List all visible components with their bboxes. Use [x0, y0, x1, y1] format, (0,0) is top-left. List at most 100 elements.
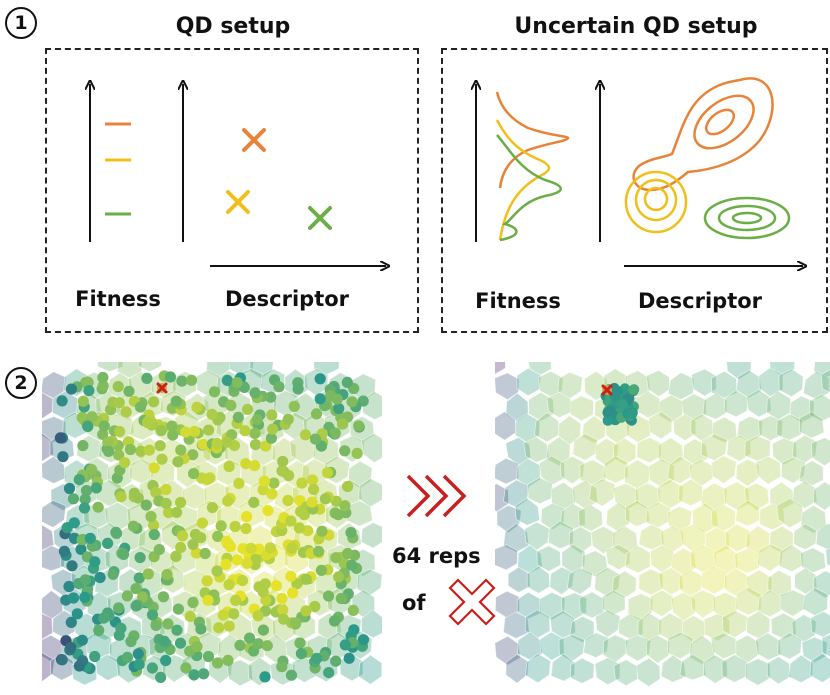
replicate-evaluation-dot: [609, 390, 621, 401]
archive-solution-dot: [249, 427, 261, 439]
archive-solution-dot: [121, 651, 133, 663]
uqd-fitness-label: Fitness: [475, 289, 561, 313]
archive-solution-dot: [145, 510, 157, 523]
archive-cell: [769, 481, 795, 511]
archive-solution-dot: [76, 634, 88, 646]
archive-solution-dot: [163, 507, 175, 519]
archive-solution-dot: [66, 560, 78, 572]
archive-cell: [721, 654, 748, 683]
archive-solution-dot: [203, 424, 215, 436]
archive-solution-dot: [94, 571, 106, 584]
archive-cell: [743, 482, 770, 511]
archive-cell: [569, 657, 595, 684]
archive-solution-dot: [300, 573, 312, 585]
archive-cell: [688, 634, 716, 665]
archive-cell: [723, 389, 749, 418]
archive-solution-dot: [113, 449, 125, 461]
archive-solution-dot: [71, 608, 83, 620]
archive-cell: [569, 395, 595, 422]
archive-solution-dot: [172, 456, 184, 468]
archive-solution-dot: [222, 495, 234, 507]
archive-solution-dot: [125, 635, 137, 648]
archive-solution-dot: [119, 457, 131, 469]
archive-solution-dot: [270, 580, 282, 592]
archive-solution-dot: [212, 530, 224, 542]
archive-solution-dot: [240, 458, 252, 470]
archive-solution-dot: [130, 600, 142, 612]
replicate-evaluation-dot: [602, 415, 613, 426]
archive-solution-dot: [306, 496, 318, 508]
archive-cell: [667, 506, 693, 532]
archive-solution-dot: [231, 377, 243, 389]
archive-cell: [679, 523, 706, 552]
uqd-descriptor-dist-green: [703, 196, 791, 240]
archive-cell: [793, 523, 818, 551]
archive-solution-dot: [98, 612, 110, 624]
archive-solution-dot: [223, 620, 235, 632]
archive-solution-dot: [357, 634, 370, 646]
archive-solution-dot: [146, 662, 158, 674]
replicated-solution-cross-icon: [601, 384, 613, 396]
archive-cell: [811, 437, 830, 467]
archive-cell: [648, 458, 675, 488]
archive-solution-dot: [245, 542, 257, 554]
archive-solution-dot: [98, 420, 110, 432]
archive-solution-dot: [286, 542, 298, 554]
archive-cell: [537, 370, 564, 398]
archive-solution-dot: [298, 509, 310, 521]
archive-cell: [800, 504, 827, 534]
archive-solution-dot: [97, 380, 109, 392]
archive-solution-dot: [187, 539, 199, 551]
archive-solution-dot: [196, 517, 208, 529]
archive-solution-dot: [133, 572, 145, 584]
archive-solution-dot: [313, 545, 325, 558]
archive-solution-dot: [248, 496, 260, 508]
archive-cell: [516, 367, 542, 397]
archive-solution-dot: [54, 432, 66, 444]
archive-cell: [536, 545, 562, 572]
archive-cell: [594, 566, 621, 598]
archive-solution-dot: [113, 397, 125, 409]
archive-solution-dot: [86, 411, 98, 423]
archive-solution-dot: [148, 528, 160, 541]
archive-cell: [635, 390, 661, 419]
archive-solution-dot: [162, 618, 174, 630]
archive-solution-dot: [132, 648, 144, 660]
archive-solution-dot: [252, 638, 264, 650]
archive-solution-dot: [331, 393, 343, 405]
reps-of-text: of: [402, 591, 426, 615]
archive-cell: [757, 589, 782, 618]
archive-cell: [703, 654, 728, 684]
archive-solution-dot: [77, 395, 89, 407]
archive-solution-dot: [262, 505, 274, 517]
archive-cell: [660, 525, 684, 553]
replicate-evaluation-dot: [605, 405, 616, 416]
archive-solution-dot: [130, 583, 142, 595]
archive-solution-dot: [282, 494, 294, 507]
archive-cell: [812, 481, 830, 511]
archive-solution-dot: [184, 610, 196, 622]
archive-solution-dot: [258, 475, 270, 487]
step-2-badge: 2: [5, 367, 37, 399]
archive-solution-dot: [239, 425, 251, 437]
archive-solution-dot: [89, 556, 101, 568]
reps-count-text: 64 reps: [392, 544, 481, 568]
archive-solution-dot: [102, 436, 114, 448]
archive-solution-dot: [287, 587, 299, 599]
archive-cell: [649, 589, 674, 618]
archive-solution-dot: [79, 574, 91, 586]
archive-solution-dot: [276, 592, 288, 604]
archive-solution-dot: [124, 443, 136, 456]
archive-solution-dot: [339, 445, 351, 457]
archive-cell: [495, 590, 520, 619]
archive-solution-dot: [188, 669, 200, 681]
uncertain-qd-setup-title: Uncertain QD setup: [514, 14, 758, 39]
archive-solution-dot: [299, 429, 312, 441]
archive-solution-dot: [277, 455, 289, 468]
archive-solution-dot: [113, 602, 125, 614]
archive-solution-dot: [330, 655, 342, 667]
archive-solution-dot: [273, 381, 285, 393]
archive-cell: [820, 369, 830, 394]
archive-cell: [726, 362, 752, 381]
